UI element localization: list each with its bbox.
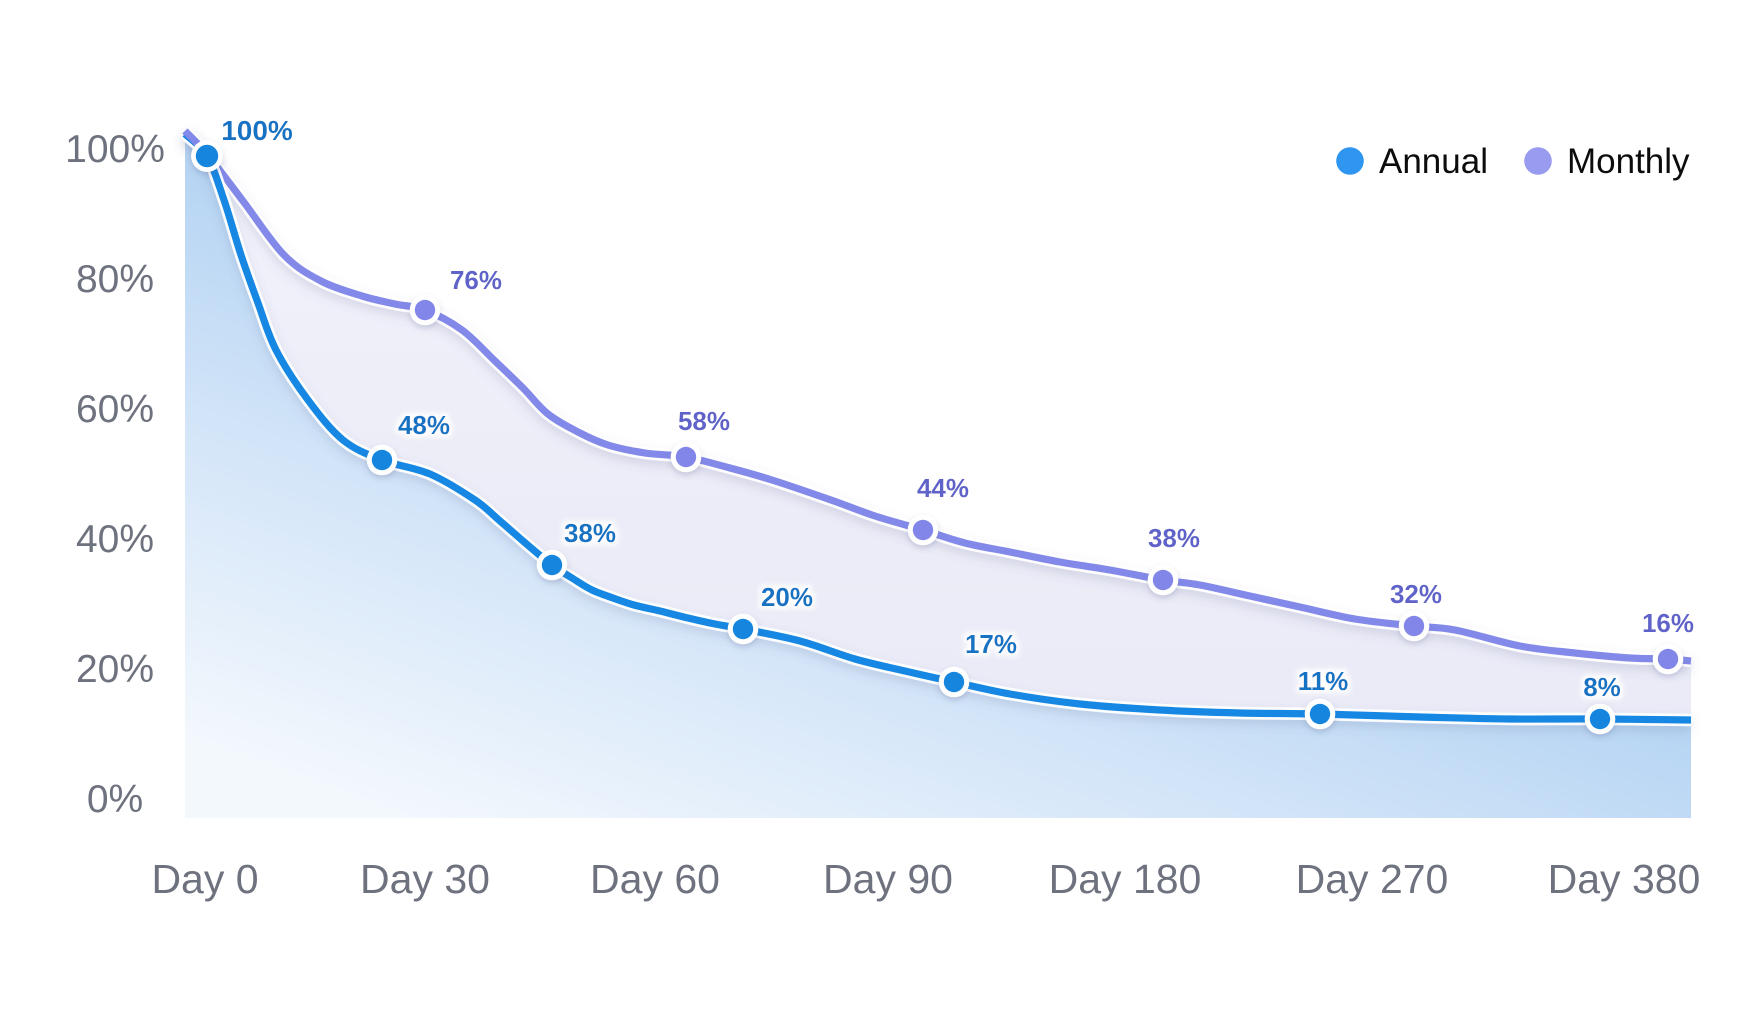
svg-text:44%: 44% <box>917 473 969 503</box>
svg-text:100%: 100% <box>221 115 293 146</box>
svg-text:20%: 20% <box>76 648 154 691</box>
svg-text:20%: 20% <box>761 582 813 612</box>
svg-text:40%: 40% <box>76 518 154 561</box>
svg-text:16%: 16% <box>1642 608 1694 638</box>
svg-text:38%: 38% <box>564 518 616 548</box>
svg-text:Day 270: Day 270 <box>1296 856 1449 902</box>
svg-text:Day 180: Day 180 <box>1049 856 1202 902</box>
svg-text:Monthly: Monthly <box>1567 142 1690 181</box>
svg-text:38%: 38% <box>1148 523 1200 553</box>
svg-text:76%: 76% <box>450 265 502 295</box>
svg-text:8%: 8% <box>1583 672 1621 702</box>
svg-text:Day 60: Day 60 <box>590 856 720 902</box>
svg-text:32%: 32% <box>1390 579 1442 609</box>
svg-text:Day 90: Day 90 <box>823 856 953 902</box>
svg-text:17%: 17% <box>965 629 1017 659</box>
svg-text:0%: 0% <box>87 778 143 821</box>
svg-text:58%: 58% <box>678 406 730 436</box>
svg-text:Day 0: Day 0 <box>151 856 258 902</box>
svg-text:100%: 100% <box>65 128 165 171</box>
svg-text:Day 30: Day 30 <box>360 856 490 902</box>
svg-text:Annual: Annual <box>1379 142 1488 181</box>
svg-text:60%: 60% <box>76 388 154 431</box>
svg-text:48%: 48% <box>398 410 450 440</box>
svg-text:11%: 11% <box>1298 666 1349 696</box>
svg-text:80%: 80% <box>76 258 154 301</box>
svg-text:Day 380: Day 380 <box>1548 856 1701 902</box>
